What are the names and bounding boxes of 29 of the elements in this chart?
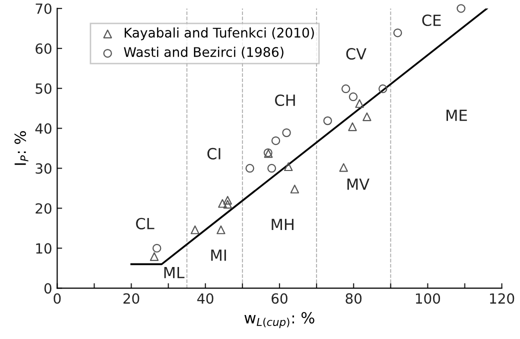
x-tick-label: 120 [490, 293, 514, 304]
x-tick-label: 100 [416, 293, 440, 304]
annotation: CI [207, 148, 220, 160]
y-tick-label: 60 [36, 43, 52, 54]
y-axis-title: I$_{P}$: % [14, 131, 28, 165]
y-tick-label: 40 [35, 123, 52, 134]
annotation: CH [275, 94, 295, 106]
annotation: ME [446, 110, 467, 121]
y-tick-label: 10 [36, 243, 52, 254]
legend-label: Kayabali and Tufenkci (2010) [124, 27, 314, 40]
annotation: MI [211, 250, 226, 261]
annotation: CV [346, 48, 366, 60]
x-tick-label: 20 [123, 293, 140, 304]
annotation: MH [272, 218, 294, 230]
x-axis-title: w$_{L(cup)}$: % [244, 312, 314, 328]
x-tick-label: 60 [272, 293, 288, 304]
annotation: CE [422, 14, 441, 26]
y-tick-label: 50 [36, 83, 52, 94]
y-tick-label: 0 [44, 283, 52, 294]
annotation: ML [164, 266, 184, 278]
x-tick-label: 0 [54, 293, 61, 304]
annotation: CL [136, 218, 154, 230]
legend-label: Wasti and Bezirci (1986) [124, 46, 284, 59]
x-tick-label: 40 [197, 293, 214, 304]
annotation: MV [347, 178, 370, 190]
y-tick-label: 30 [36, 163, 52, 174]
y-tick-label: 70 [36, 3, 52, 14]
y-tick-label: 20 [36, 203, 52, 214]
x-tick-label: 80 [346, 293, 362, 304]
